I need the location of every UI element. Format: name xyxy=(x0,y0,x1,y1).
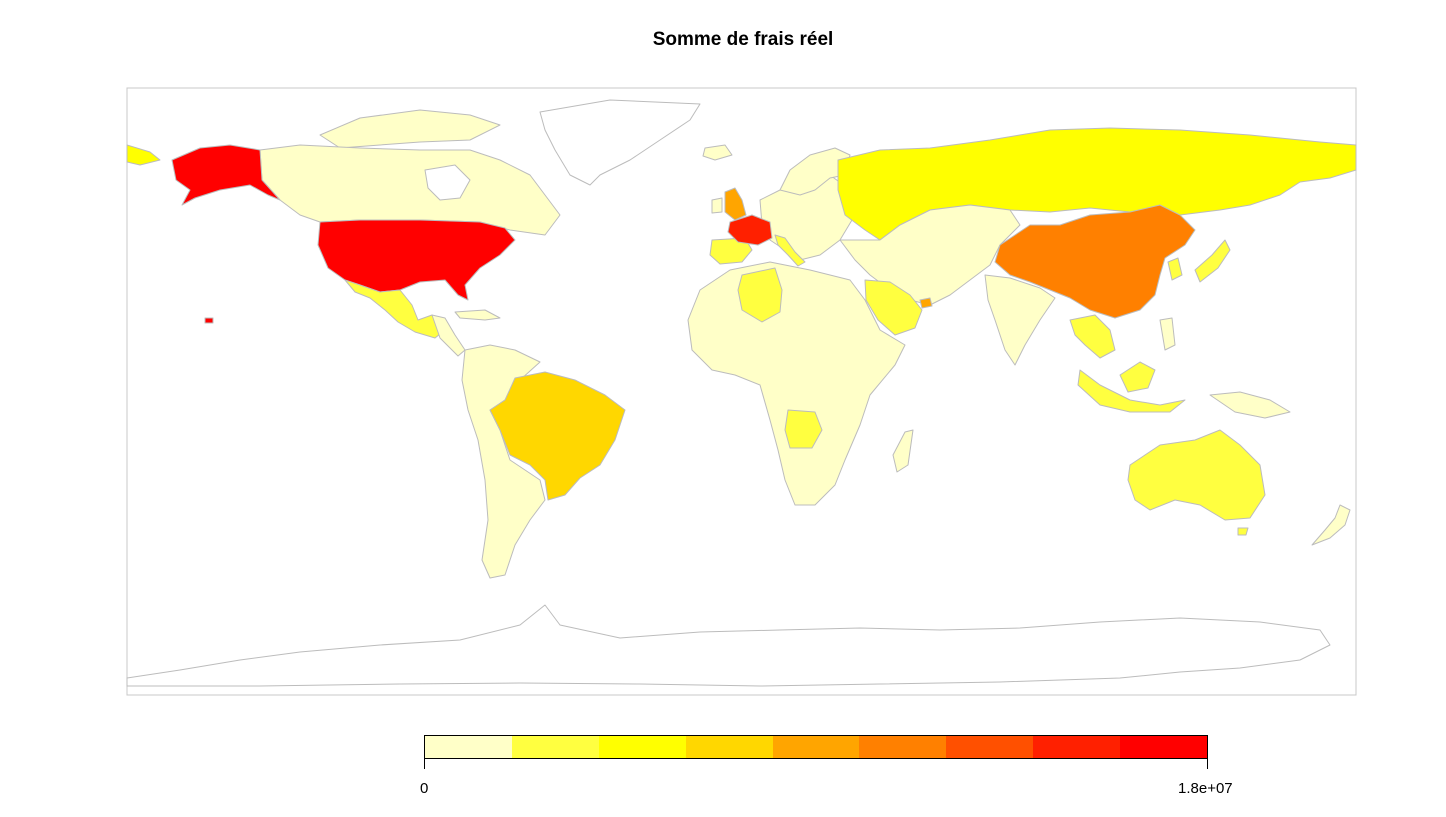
legend-tick-min xyxy=(424,759,425,769)
legend-tick-max xyxy=(1207,759,1208,769)
saudi-arabia xyxy=(864,279,923,336)
angola xyxy=(784,409,823,449)
map-frame xyxy=(126,87,1357,696)
arctic-islands xyxy=(319,109,501,149)
india xyxy=(984,274,1056,366)
philippines xyxy=(1159,317,1176,351)
borneo xyxy=(1119,361,1156,393)
legend-swatch-7 xyxy=(946,736,1034,758)
legend-swatch-4 xyxy=(685,736,773,758)
china xyxy=(994,204,1196,319)
southeast-asia xyxy=(1069,314,1116,359)
chukotka-west xyxy=(126,144,161,166)
new-zealand xyxy=(1311,504,1351,546)
hudson-bay xyxy=(424,164,471,201)
australia xyxy=(1127,429,1266,521)
canada xyxy=(259,144,561,236)
alaska xyxy=(171,144,281,206)
south-america xyxy=(461,344,546,579)
uae xyxy=(919,297,933,309)
japan xyxy=(1194,239,1231,283)
legend-swatch-1 xyxy=(425,736,512,758)
legend-min-label: 0 xyxy=(420,780,429,797)
korea xyxy=(1167,257,1183,281)
indonesia xyxy=(1077,369,1186,413)
legend-swatch-6 xyxy=(859,736,947,758)
tasmania xyxy=(1237,527,1249,536)
legend-max-label: 1.8e+07 xyxy=(1178,780,1233,797)
united-kingdom xyxy=(724,187,747,221)
central-america xyxy=(431,314,466,357)
madagascar xyxy=(892,429,914,473)
brazil xyxy=(489,371,626,501)
legend-swatch-3 xyxy=(598,736,686,758)
caribbean xyxy=(454,309,501,321)
legend-swatch-9 xyxy=(1120,736,1208,758)
antarctica xyxy=(126,604,1331,687)
legend-swatch-8 xyxy=(1033,736,1121,758)
united-states xyxy=(317,219,516,301)
new-guinea xyxy=(1209,391,1291,419)
africa xyxy=(687,261,906,506)
france xyxy=(727,214,773,246)
algeria xyxy=(737,267,783,323)
legend-swatch-5 xyxy=(772,736,860,758)
ireland xyxy=(711,197,723,214)
map-title: Somme de frais réel xyxy=(652,29,834,50)
legend-colorbar xyxy=(424,735,1208,759)
iceland xyxy=(702,144,733,161)
legend-swatch-2 xyxy=(511,736,599,758)
italy xyxy=(774,234,806,267)
greenland xyxy=(539,99,701,186)
hawaii xyxy=(204,317,214,324)
